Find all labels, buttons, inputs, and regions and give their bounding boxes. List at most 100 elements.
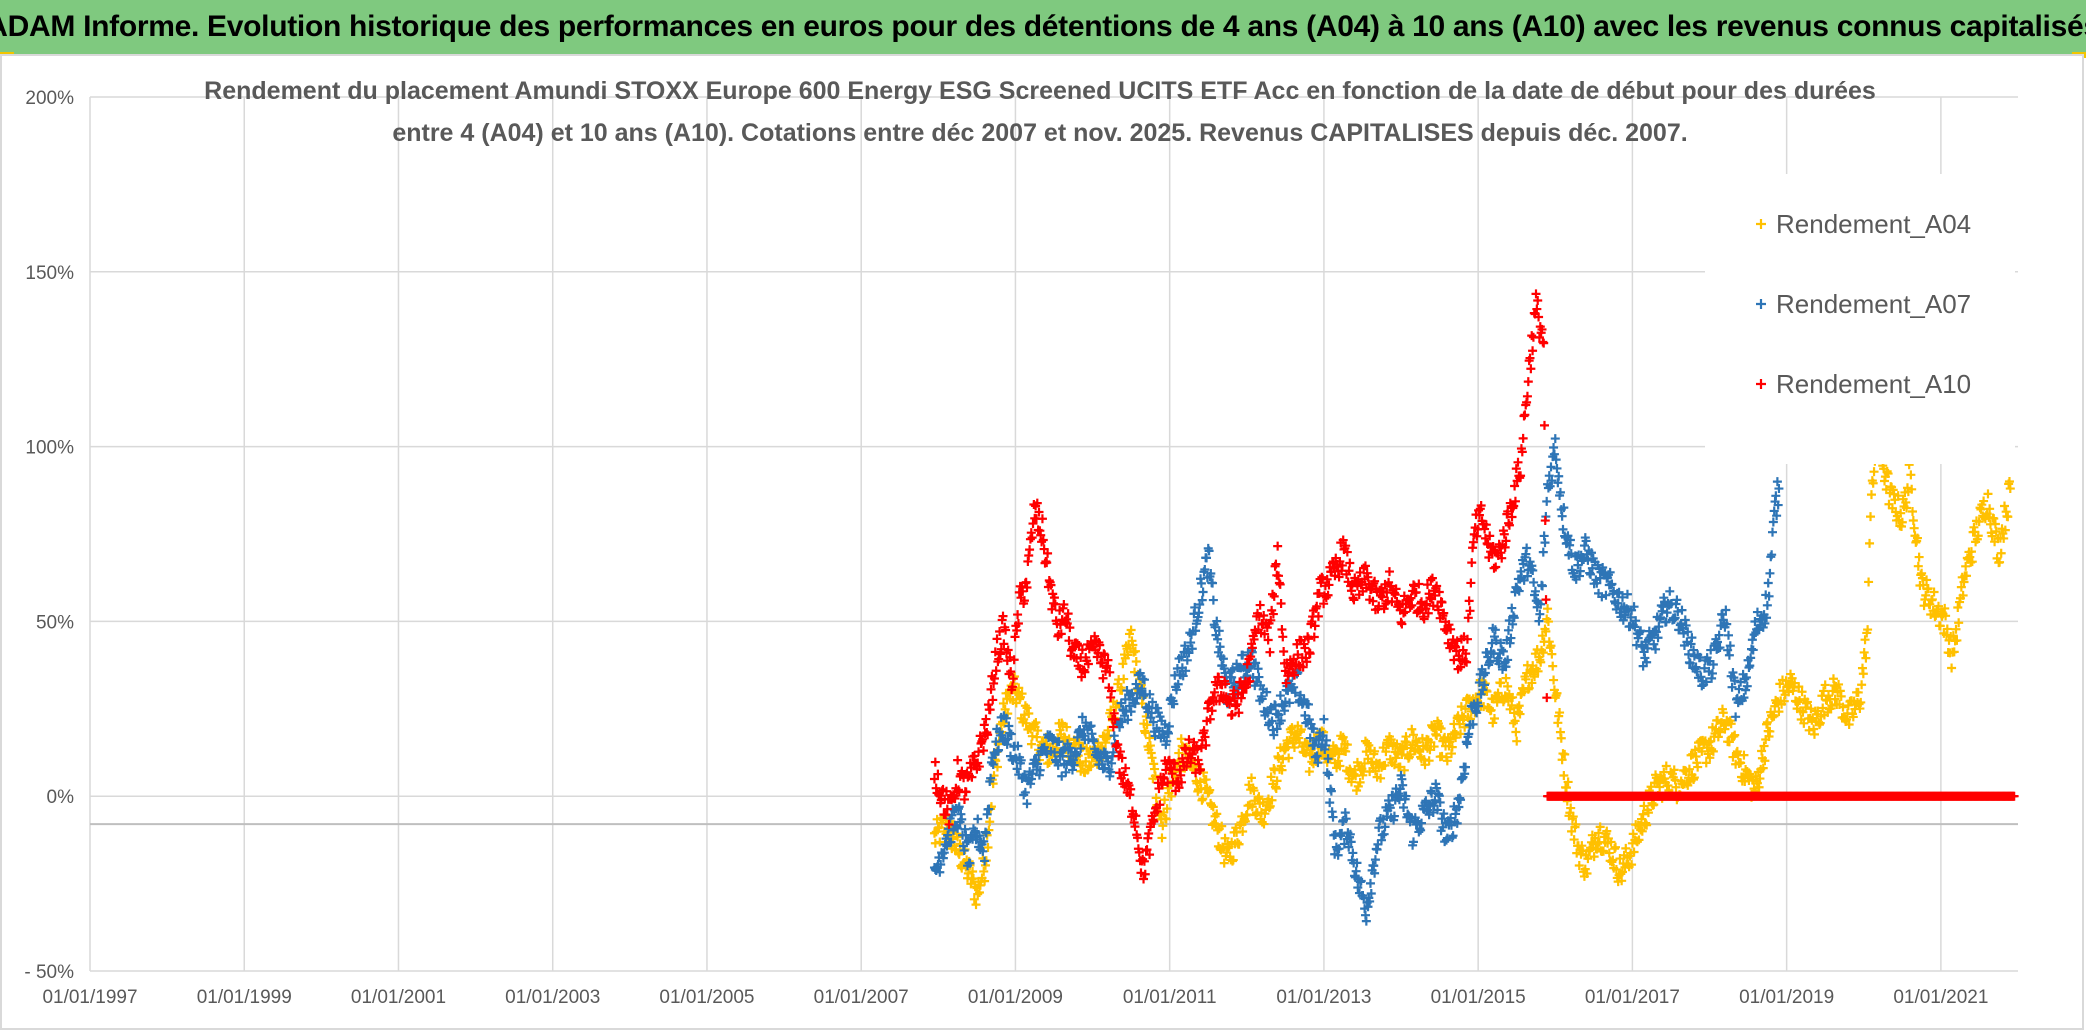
rendement-a04-point xyxy=(1524,683,1534,693)
rendement-a10-point xyxy=(1528,346,1538,356)
rendement-a10-point xyxy=(1314,588,1324,598)
rendement-a07-point xyxy=(1448,831,1458,841)
rendement-a10-point xyxy=(1139,874,1149,884)
rendement-a07-point xyxy=(1139,675,1149,685)
rendement-a07-point xyxy=(1144,702,1154,712)
rendement-a10-point xyxy=(1466,578,1476,588)
chart-title-line1: Rendement du placement Amundi STOXX Euro… xyxy=(204,77,1876,105)
rendement-a10-point xyxy=(1302,657,1312,667)
rendement-a10-point xyxy=(1374,601,1384,611)
x-tick-label: 01/01/2003 xyxy=(505,987,600,1008)
rendement-a07-point xyxy=(1551,455,1561,465)
rendement-a10-point xyxy=(1341,541,1351,551)
rendement-a10-point xyxy=(1537,324,1547,334)
rendement-a07-point xyxy=(1508,619,1518,629)
rendement-a10-point xyxy=(1246,652,1256,662)
rendement-a04-point xyxy=(1848,712,1858,722)
rendement-a07-point xyxy=(1507,603,1517,613)
rendement-a10-point xyxy=(1207,706,1217,716)
rendement-a07-point xyxy=(1033,759,1043,769)
rendement-a10-point xyxy=(1419,614,1429,624)
rendement-a07-point xyxy=(1276,716,1286,726)
rendement-a07-point xyxy=(1067,765,1077,775)
x-tick-label: 01/01/2009 xyxy=(968,987,1063,1008)
rendement-a07-point xyxy=(1557,511,1567,521)
rendement-a10-point xyxy=(1013,619,1023,629)
rendement-a04-point xyxy=(1547,649,1557,659)
rendement-a04-point xyxy=(1914,552,1924,562)
rendement-a10-point xyxy=(1003,645,1013,655)
rendement-a07-point xyxy=(1684,649,1694,659)
rendement-a10-point xyxy=(1444,620,1454,630)
rendement-a07-point xyxy=(978,846,988,856)
rendement-a10-point xyxy=(986,684,996,694)
rendement-a04-point xyxy=(1228,855,1238,865)
rendement-a10-point xyxy=(1510,481,1520,491)
rendement-a10-point xyxy=(1242,659,1252,669)
rendement-a07-point xyxy=(988,759,998,769)
rendement-a07-point xyxy=(1503,655,1513,665)
rendement-a04-point xyxy=(1967,557,1977,567)
rendement-a10-point xyxy=(1517,447,1527,457)
rendement-a07-point xyxy=(1554,471,1564,481)
rendement-a04-point xyxy=(1593,839,1603,849)
rendement-a10-point xyxy=(1278,632,1288,642)
rendement-a04-point xyxy=(1488,718,1498,728)
rendement-a04-point xyxy=(1724,737,1734,747)
rendement-a07-point xyxy=(1363,902,1373,912)
rendement-a04-point xyxy=(1661,761,1671,771)
rendement-a10-point xyxy=(1511,464,1521,474)
rendement-a04-point xyxy=(1219,858,1229,868)
rendement-a10-point xyxy=(1437,597,1447,607)
rendement-a10-point xyxy=(994,654,1004,664)
rendement-a07-point xyxy=(1721,605,1731,615)
rendement-a07-point xyxy=(1380,822,1390,832)
rendement-a07-point xyxy=(1661,617,1671,627)
axes: - 50% 0% 50% 100% 150% 200% 01/01/1997 01/01/19… xyxy=(24,88,2018,1008)
rendement-a10-point xyxy=(1113,740,1123,750)
rendement-a07-point xyxy=(1409,837,1418,847)
chart-title: Rendement du placement Amundi STOXX Euro… xyxy=(204,77,1876,147)
rendement-a07-point xyxy=(991,737,1001,747)
rendement-a10-point xyxy=(1245,676,1255,686)
rendement-a04-point xyxy=(1541,626,1551,636)
rendement-a04-point xyxy=(1432,730,1442,740)
rendement-a07-point xyxy=(1478,685,1488,695)
rendement-a10-point xyxy=(1009,655,1019,665)
rendement-a07-point xyxy=(1196,578,1206,588)
rendement-a07-point xyxy=(1275,691,1285,701)
rendement-a04-point xyxy=(1853,687,1863,697)
rendement-a04-point xyxy=(1726,719,1736,729)
rendement-a07-point xyxy=(1677,605,1687,615)
rendement-a10-point xyxy=(1214,672,1224,682)
rendement-a07-point xyxy=(1145,689,1155,699)
rendement-a10-point xyxy=(1032,498,1042,508)
rendement-a10-point xyxy=(1456,662,1466,672)
rendement-a10-point xyxy=(1427,573,1437,583)
rendement-a10-point xyxy=(1210,687,1220,697)
rendement-a07-point xyxy=(1536,599,1546,609)
rendement-a07-point xyxy=(1542,496,1552,506)
rendement-a04-point xyxy=(1062,722,1072,732)
rendement-a07-point xyxy=(1433,805,1443,815)
rendement-a04-point xyxy=(1158,821,1168,831)
rendement-a04-point xyxy=(1966,547,1976,557)
rendement-a10-point xyxy=(1028,519,1038,529)
rendement-a07-point xyxy=(1518,559,1528,569)
rendement-a07-point xyxy=(1072,749,1082,759)
rendement-a07-point xyxy=(1513,585,1523,595)
rendement-a07-point xyxy=(1543,483,1553,493)
rendement-a10-point xyxy=(1265,647,1275,657)
rendement-a04-point xyxy=(1287,723,1297,733)
rendement-a04-point xyxy=(1769,711,1779,721)
rendement-a07-point xyxy=(1069,760,1079,770)
rendement-a04-point xyxy=(1247,802,1257,812)
rendement-a04-point xyxy=(953,832,963,842)
rendement-a10-point xyxy=(1108,722,1118,732)
rendement-a04-point xyxy=(1787,673,1797,683)
rendement-a07-point xyxy=(1509,613,1519,623)
rendement-a07-point xyxy=(1182,655,1192,665)
rendement-a07-point xyxy=(1254,672,1264,682)
rendement-a04-point xyxy=(1642,820,1652,830)
rendement-a04-point xyxy=(1428,723,1438,733)
